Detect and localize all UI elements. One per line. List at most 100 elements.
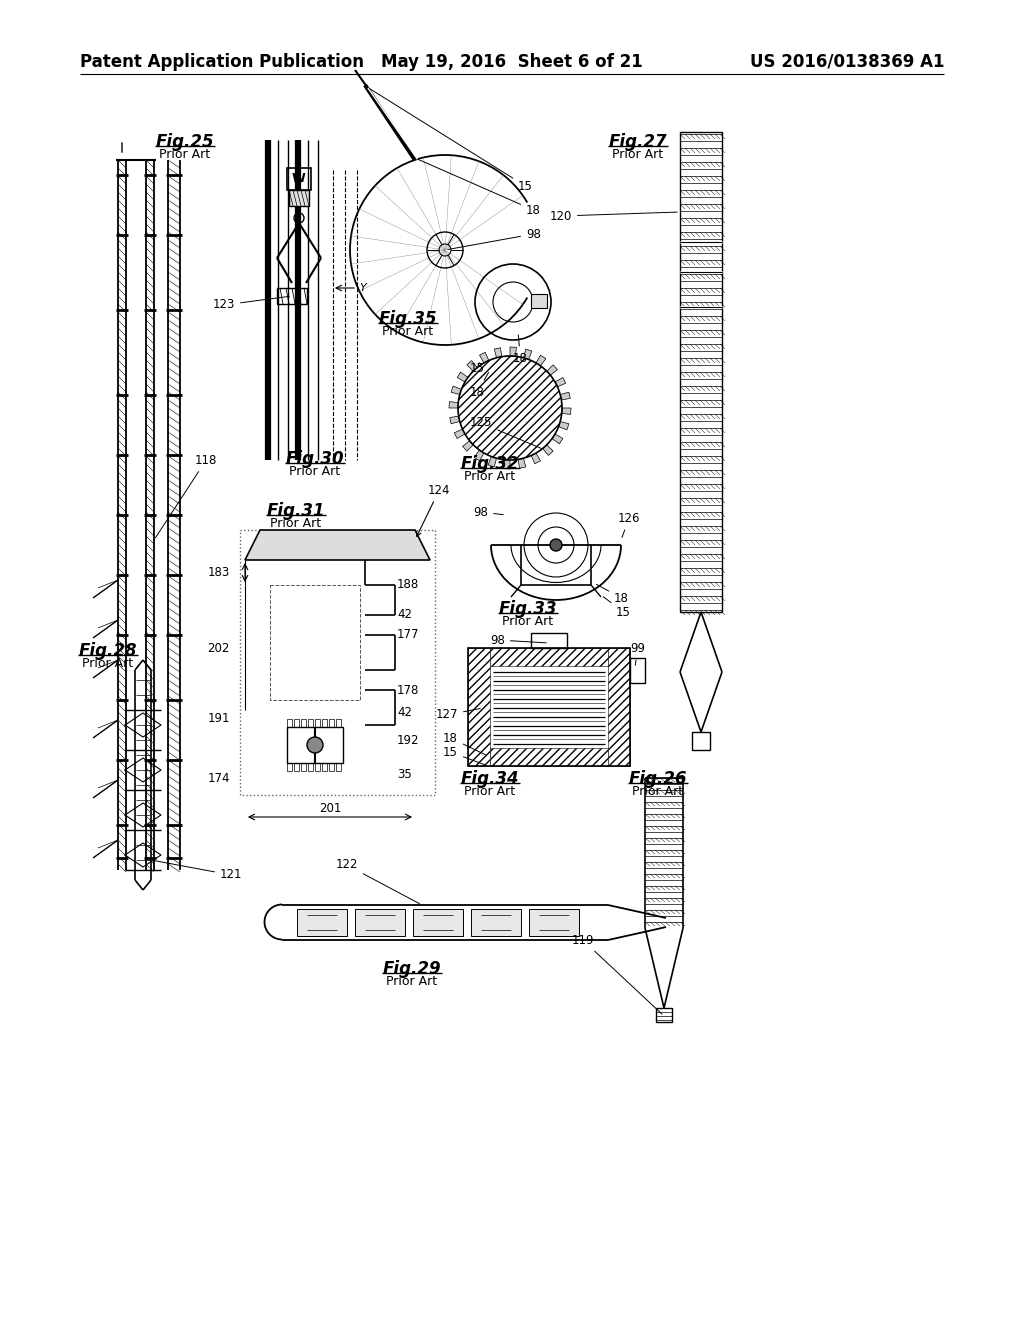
Bar — [301, 719, 306, 727]
Bar — [529, 909, 579, 936]
Circle shape — [550, 539, 562, 550]
Bar — [329, 719, 334, 727]
Text: W: W — [292, 173, 306, 186]
Bar — [656, 1008, 672, 1022]
Text: Fig.27: Fig.27 — [608, 133, 668, 150]
Text: 202: 202 — [208, 642, 230, 655]
Text: 42: 42 — [397, 706, 412, 719]
Bar — [413, 909, 463, 936]
Text: 98: 98 — [447, 227, 541, 249]
Text: 191: 191 — [208, 711, 230, 725]
Bar — [287, 727, 343, 763]
Bar — [322, 763, 327, 771]
Bar — [287, 719, 292, 727]
Bar — [468, 648, 630, 766]
Bar — [297, 909, 347, 936]
Bar — [336, 719, 341, 727]
Circle shape — [458, 356, 562, 459]
Bar — [531, 294, 547, 308]
Bar — [608, 648, 630, 766]
Text: Fig.26: Fig.26 — [629, 770, 687, 788]
Polygon shape — [474, 450, 484, 461]
Text: US 2016/0138369 A1: US 2016/0138369 A1 — [750, 53, 944, 71]
Bar — [308, 719, 313, 727]
Bar — [294, 763, 299, 771]
Bar — [289, 190, 309, 206]
Text: 18: 18 — [443, 731, 485, 755]
Bar — [471, 909, 521, 936]
Text: 119: 119 — [571, 933, 662, 1014]
Bar — [315, 763, 319, 771]
Text: 125: 125 — [470, 417, 543, 449]
Text: May 19, 2016  Sheet 6 of 21: May 19, 2016 Sheet 6 of 21 — [381, 53, 643, 71]
Text: 18: 18 — [418, 160, 541, 216]
Text: Prior Art: Prior Art — [160, 148, 211, 161]
Text: Fig.35: Fig.35 — [379, 310, 437, 327]
Polygon shape — [479, 352, 488, 363]
Text: Prior Art: Prior Art — [503, 615, 554, 628]
Text: Prior Art: Prior Art — [386, 975, 437, 987]
Text: 188: 188 — [397, 578, 419, 591]
Bar — [692, 733, 710, 750]
Polygon shape — [449, 401, 459, 408]
Text: Prior Art: Prior Art — [270, 517, 322, 531]
Polygon shape — [536, 355, 546, 366]
Polygon shape — [547, 364, 557, 375]
Text: 201: 201 — [318, 803, 341, 814]
Bar — [490, 748, 608, 766]
Text: 192: 192 — [397, 734, 420, 747]
Bar — [680, 132, 722, 612]
Text: 183: 183 — [208, 566, 230, 579]
Polygon shape — [463, 441, 473, 451]
Text: Fig.34: Fig.34 — [461, 770, 519, 788]
Text: 126: 126 — [618, 511, 640, 537]
Text: 123: 123 — [213, 297, 289, 312]
Text: 121: 121 — [154, 861, 243, 882]
Text: 15: 15 — [443, 746, 485, 766]
Polygon shape — [555, 378, 565, 387]
Text: Prior Art: Prior Art — [465, 785, 515, 799]
Bar — [278, 288, 307, 304]
Bar — [468, 648, 490, 766]
Polygon shape — [558, 421, 569, 430]
Text: 118: 118 — [156, 454, 217, 537]
Text: 18: 18 — [470, 372, 488, 399]
Text: Y: Y — [359, 282, 366, 293]
Polygon shape — [552, 434, 563, 444]
Polygon shape — [543, 445, 553, 455]
Bar — [240, 531, 435, 795]
Text: Prior Art: Prior Art — [83, 657, 133, 671]
Text: 98: 98 — [473, 506, 503, 519]
Polygon shape — [467, 360, 477, 371]
Text: Patent Application Publication: Patent Application Publication — [80, 53, 364, 71]
Text: 15: 15 — [370, 88, 532, 193]
Bar — [336, 763, 341, 771]
Text: 127: 127 — [435, 709, 480, 722]
Text: 124: 124 — [417, 483, 451, 536]
Text: 177: 177 — [397, 628, 420, 642]
Text: 42: 42 — [397, 609, 412, 622]
Circle shape — [307, 737, 323, 752]
Text: 15: 15 — [470, 362, 485, 375]
Bar — [308, 763, 313, 771]
Text: Prior Art: Prior Art — [465, 470, 515, 483]
Polygon shape — [510, 347, 516, 356]
Text: 18: 18 — [513, 335, 528, 364]
Text: Fig.33: Fig.33 — [499, 601, 557, 618]
Polygon shape — [560, 392, 570, 400]
Polygon shape — [562, 408, 571, 414]
Polygon shape — [518, 458, 525, 469]
Text: 178: 178 — [397, 684, 420, 697]
Bar — [287, 763, 292, 771]
Polygon shape — [523, 348, 531, 359]
Bar — [294, 719, 299, 727]
Bar — [329, 763, 334, 771]
Text: 18: 18 — [596, 585, 629, 605]
Bar — [531, 634, 567, 648]
Bar — [355, 909, 406, 936]
Polygon shape — [495, 347, 502, 358]
Text: Prior Art: Prior Art — [633, 785, 684, 799]
Polygon shape — [450, 416, 460, 424]
Bar — [315, 719, 319, 727]
Polygon shape — [452, 387, 462, 395]
